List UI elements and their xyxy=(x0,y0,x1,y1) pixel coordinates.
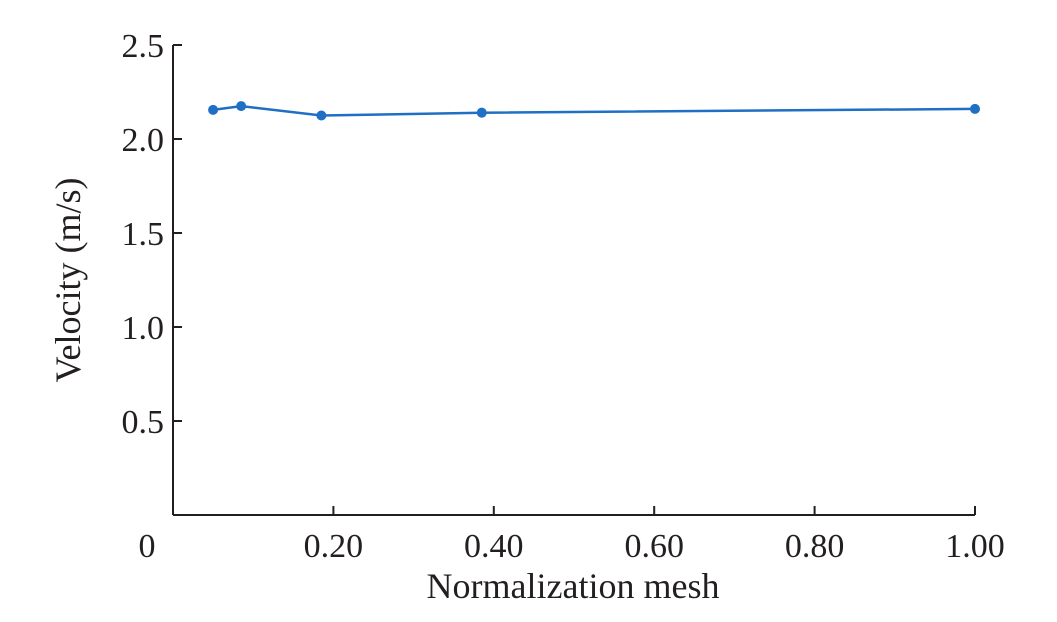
data-point xyxy=(208,104,219,115)
y-axis-title: Velocity (m/s) xyxy=(48,178,88,383)
x-tick-label: 0.20 xyxy=(304,528,364,565)
axes xyxy=(172,45,975,516)
x-tick-label: 0 xyxy=(139,528,156,565)
y-tick-label: 2.5 xyxy=(122,28,165,65)
x-tick-label: 0.60 xyxy=(624,528,684,565)
data-point xyxy=(970,103,980,114)
y-tick-label: 1.5 xyxy=(122,216,165,253)
series xyxy=(208,101,980,121)
data-point xyxy=(316,110,327,121)
ticks: 0.5 1.0 1.5 2.0 2.5 0 0.20 0.40 0.60 0.80 1.00 xyxy=(122,28,1005,565)
data-point xyxy=(236,101,247,112)
x-tick-label: 1.00 xyxy=(945,528,1005,565)
series-line xyxy=(212,104,976,117)
y-tick-label: 2.0 xyxy=(122,122,165,159)
x-tick-label: 0.80 xyxy=(785,528,845,565)
y-tick-label: 1.0 xyxy=(122,310,165,347)
x-tick-label: 0.40 xyxy=(464,528,524,565)
y-tick-label: 0.5 xyxy=(122,404,165,441)
x-axis-title: Normalization mesh xyxy=(427,566,720,606)
data-point xyxy=(476,107,487,118)
